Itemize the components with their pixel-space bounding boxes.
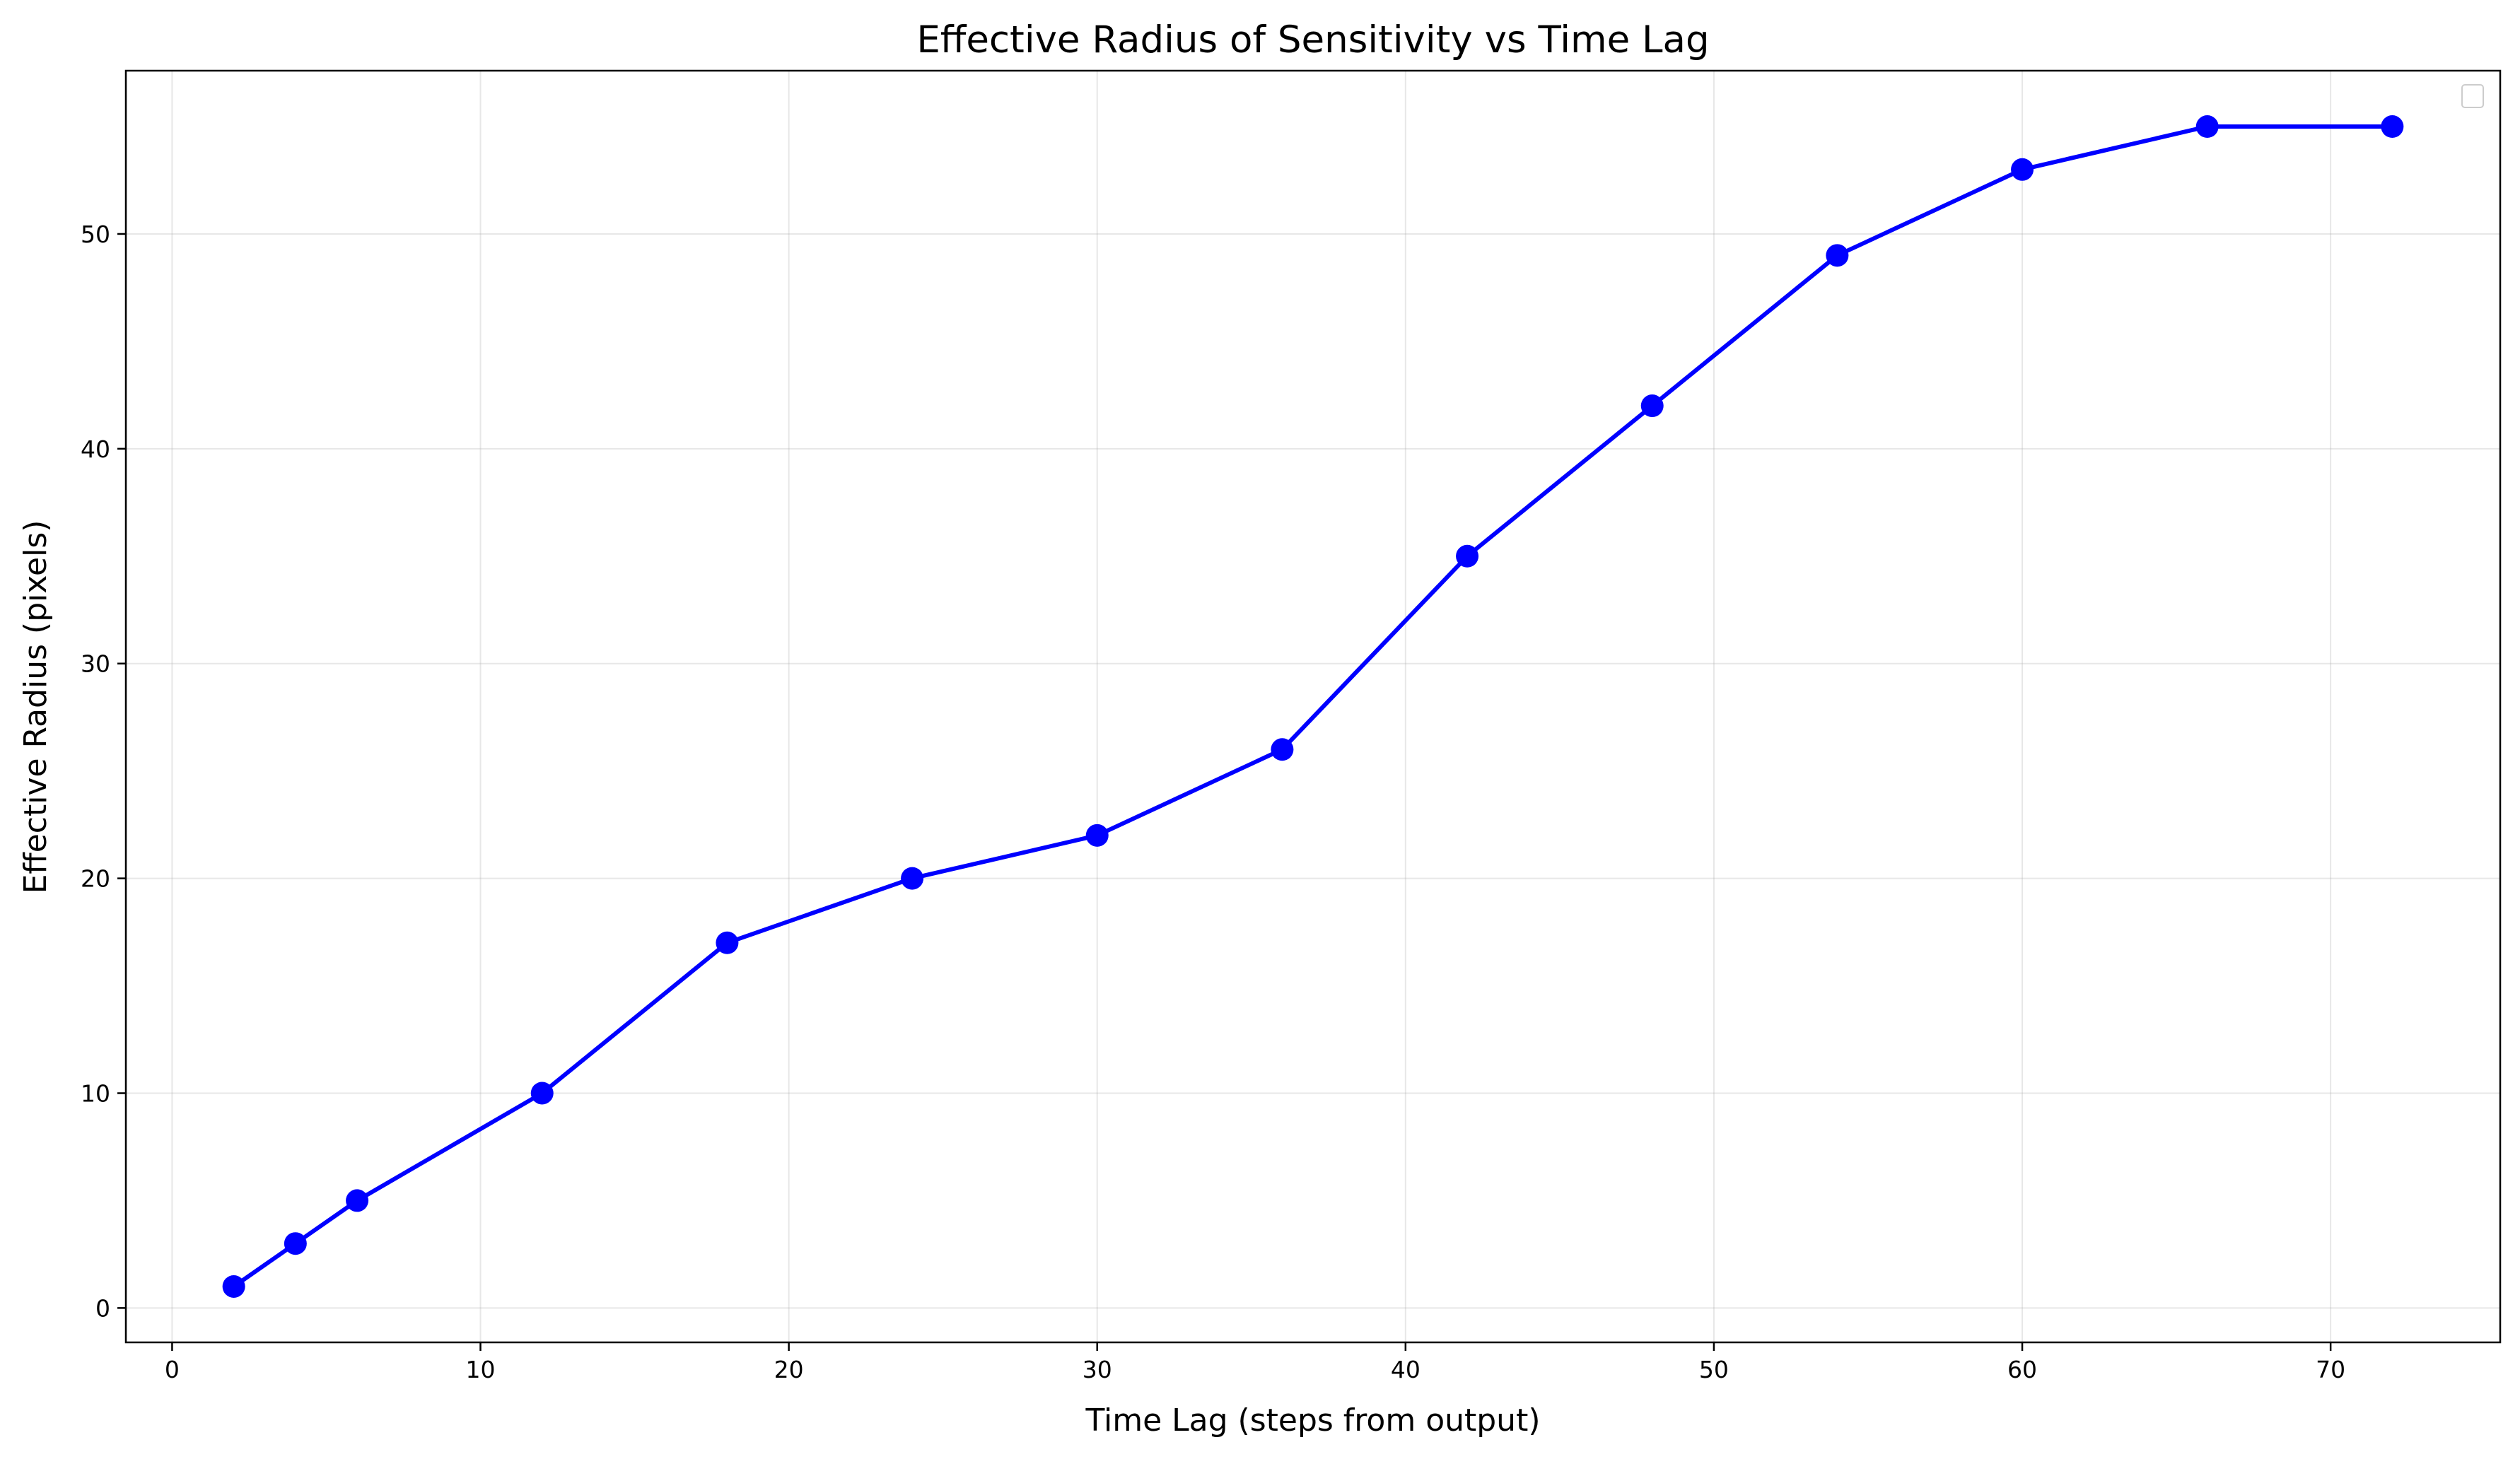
data-point (1456, 544, 1479, 568)
axis-ticks: 0 10 20 30 40 50 60 70 0 10 20 30 40 50 (81, 221, 2345, 1383)
x-tick-label: 50 (1699, 1356, 1729, 1383)
legend-box (2461, 84, 2484, 108)
data-point (1826, 244, 1849, 267)
data-point (530, 1082, 554, 1105)
data-point (901, 867, 924, 890)
data-point (1640, 394, 1664, 418)
x-tick-label: 0 (165, 1356, 180, 1383)
data-point (1085, 824, 1109, 847)
x-tick-label: 30 (1083, 1356, 1112, 1383)
y-tick-label: 30 (81, 650, 110, 678)
data-point (346, 1189, 369, 1212)
grid (126, 71, 2500, 1342)
data-point (2011, 158, 2034, 181)
data-point (716, 931, 739, 954)
data-point (2195, 115, 2219, 139)
y-tick-label: 20 (81, 865, 110, 893)
data-series (222, 115, 2404, 1298)
plot-frame (124, 69, 2502, 1344)
y-tick-label: 10 (81, 1079, 110, 1107)
series-line (231, 124, 2395, 1289)
x-tick-label: 20 (774, 1356, 804, 1383)
x-tick-label: 60 (2007, 1356, 2037, 1383)
x-tick-label: 10 (466, 1356, 496, 1383)
x-axis-label: Time Lag (steps from output) (1085, 1402, 1541, 1439)
y-axis-label: Effective Radius (pixels) (18, 520, 54, 894)
data-point (1271, 738, 1294, 761)
data-point (2381, 115, 2404, 139)
chart-title: Effective Radius of Sensitivity vs Time … (916, 18, 1709, 61)
y-tick-label: 50 (81, 221, 110, 248)
y-tick-label: 40 (81, 435, 110, 463)
data-point (222, 1275, 245, 1298)
data-point (284, 1232, 307, 1255)
x-tick-label: 40 (1391, 1356, 1421, 1383)
y-tick-label: 0 (95, 1294, 110, 1322)
x-tick-label: 70 (2316, 1356, 2345, 1383)
